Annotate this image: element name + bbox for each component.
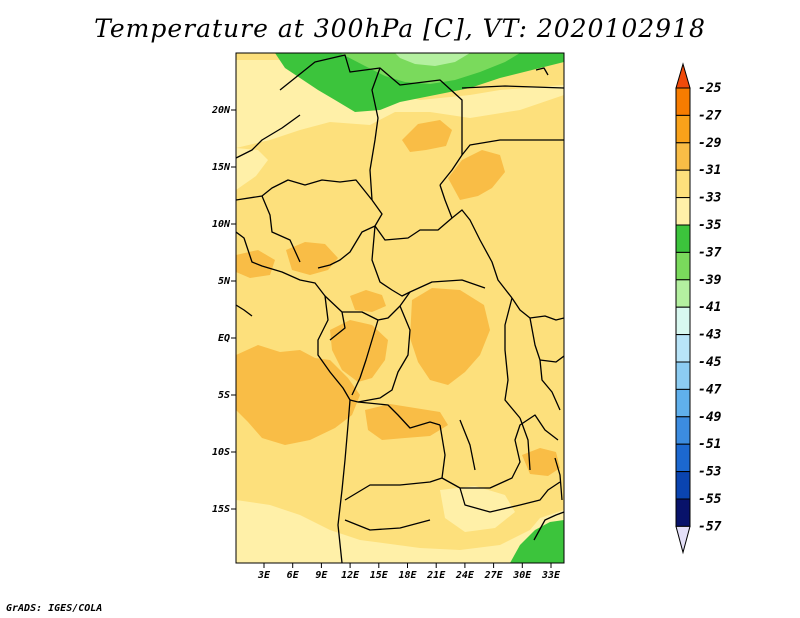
- lon-label: 18E: [398, 570, 417, 581]
- lon-label: 30E: [512, 570, 532, 581]
- colorbar-label: -45: [698, 355, 722, 370]
- lat-label: 15N: [212, 162, 231, 173]
- lon-label: 6E: [287, 570, 300, 581]
- cool-band-west: [236, 148, 268, 190]
- lat-label: 15S: [212, 504, 230, 515]
- colorbar-swatch: [675, 361, 691, 390]
- colorbar-label: -33: [698, 191, 722, 206]
- country-borders: [236, 54, 564, 563]
- colorbar-legend: -25 -27 -29 -31 -33 -35 -37 -39 -41 -43 -45 -47 -49 -…: [675, 62, 722, 555]
- colorbar-label: -29: [698, 136, 722, 151]
- lat-label: EQ: [218, 333, 230, 344]
- colorbar-swatch: [675, 279, 691, 308]
- warm-patch-angola: [365, 404, 448, 440]
- colorbar-label: -51: [698, 437, 721, 452]
- lat-label: 5S: [218, 390, 230, 401]
- cool-band-southwest: [236, 500, 564, 563]
- lon-label: 3E: [257, 570, 271, 581]
- lat-label: 10N: [212, 219, 231, 230]
- colorbar-swatch: [675, 169, 691, 199]
- warm-patch-central: [410, 288, 490, 385]
- longitude-axis: 3E 6E 9E 12E 15E 18E 21E 24E 27E 30E 33E: [257, 563, 561, 581]
- lon-label: 15E: [370, 570, 389, 581]
- colorbar-label: -53: [698, 465, 722, 480]
- lat-label: 5N: [218, 276, 231, 287]
- warm-patch-cameroon: [350, 290, 386, 312]
- colorbar-swatch: [675, 443, 691, 473]
- colorbar-top-arrow: [675, 62, 691, 89]
- map-frame: [235, 52, 565, 564]
- colorbar-swatch: [675, 142, 691, 171]
- colorbar-label: -41: [698, 300, 721, 315]
- colorbar-swatch: [675, 197, 691, 226]
- colorbar-label: -37: [698, 245, 722, 260]
- colorbar-label: -47: [698, 382, 722, 397]
- green-light-north: [395, 53, 470, 66]
- colorbar-swatch: [675, 334, 691, 363]
- colorbar-swatch: [675, 416, 691, 445]
- latitude-axis: 20N 15N 10N 5N EQ 5S 10S 15S: [211, 105, 236, 515]
- colorbar-label: -27: [698, 108, 722, 123]
- colorbar-label: -39: [698, 273, 722, 288]
- colorbar-swatch: [675, 224, 691, 253]
- colorbar-bottom-arrow: [675, 525, 691, 555]
- colorbar-label: -43: [698, 328, 722, 343]
- colorbar-label: -49: [698, 410, 722, 425]
- lon-label: 9E: [315, 570, 328, 581]
- colorbar-label: -25: [698, 81, 722, 96]
- colorbar-label: -35: [698, 218, 722, 233]
- colorbar-label: -31: [698, 163, 721, 178]
- green-band-southeast: [510, 520, 564, 563]
- colorbar-swatch: [675, 471, 691, 500]
- grads-credit: GrADS: IGES/COLA: [6, 603, 103, 614]
- lon-label: 33E: [541, 570, 561, 581]
- lon-label: 24E: [455, 570, 475, 581]
- warm-patch-sudan: [448, 150, 505, 200]
- colorbar-label: -55: [698, 492, 722, 507]
- lon-label: 27E: [484, 570, 504, 581]
- colorbar-swatch: [675, 388, 691, 418]
- warm-patch-libya: [402, 120, 452, 152]
- lat-label: 10S: [212, 447, 230, 458]
- colorbar-swatch: [675, 251, 691, 281]
- colorbar-label: -57: [698, 519, 722, 534]
- green-mid-north: [340, 53, 520, 84]
- colorbar-swatch: [675, 87, 691, 116]
- colorbar-swatch: [675, 498, 691, 527]
- lon-label: 12E: [341, 570, 360, 581]
- lon-label: 21E: [426, 570, 446, 581]
- colorbar-swatch: [675, 306, 691, 336]
- colorbar-swatch: [675, 114, 691, 144]
- lat-label: 20N: [211, 105, 231, 116]
- chart-title: Temperature at 300hPa [C], VT: 202010291…: [94, 14, 706, 43]
- warm-patch-tanzania: [522, 448, 560, 476]
